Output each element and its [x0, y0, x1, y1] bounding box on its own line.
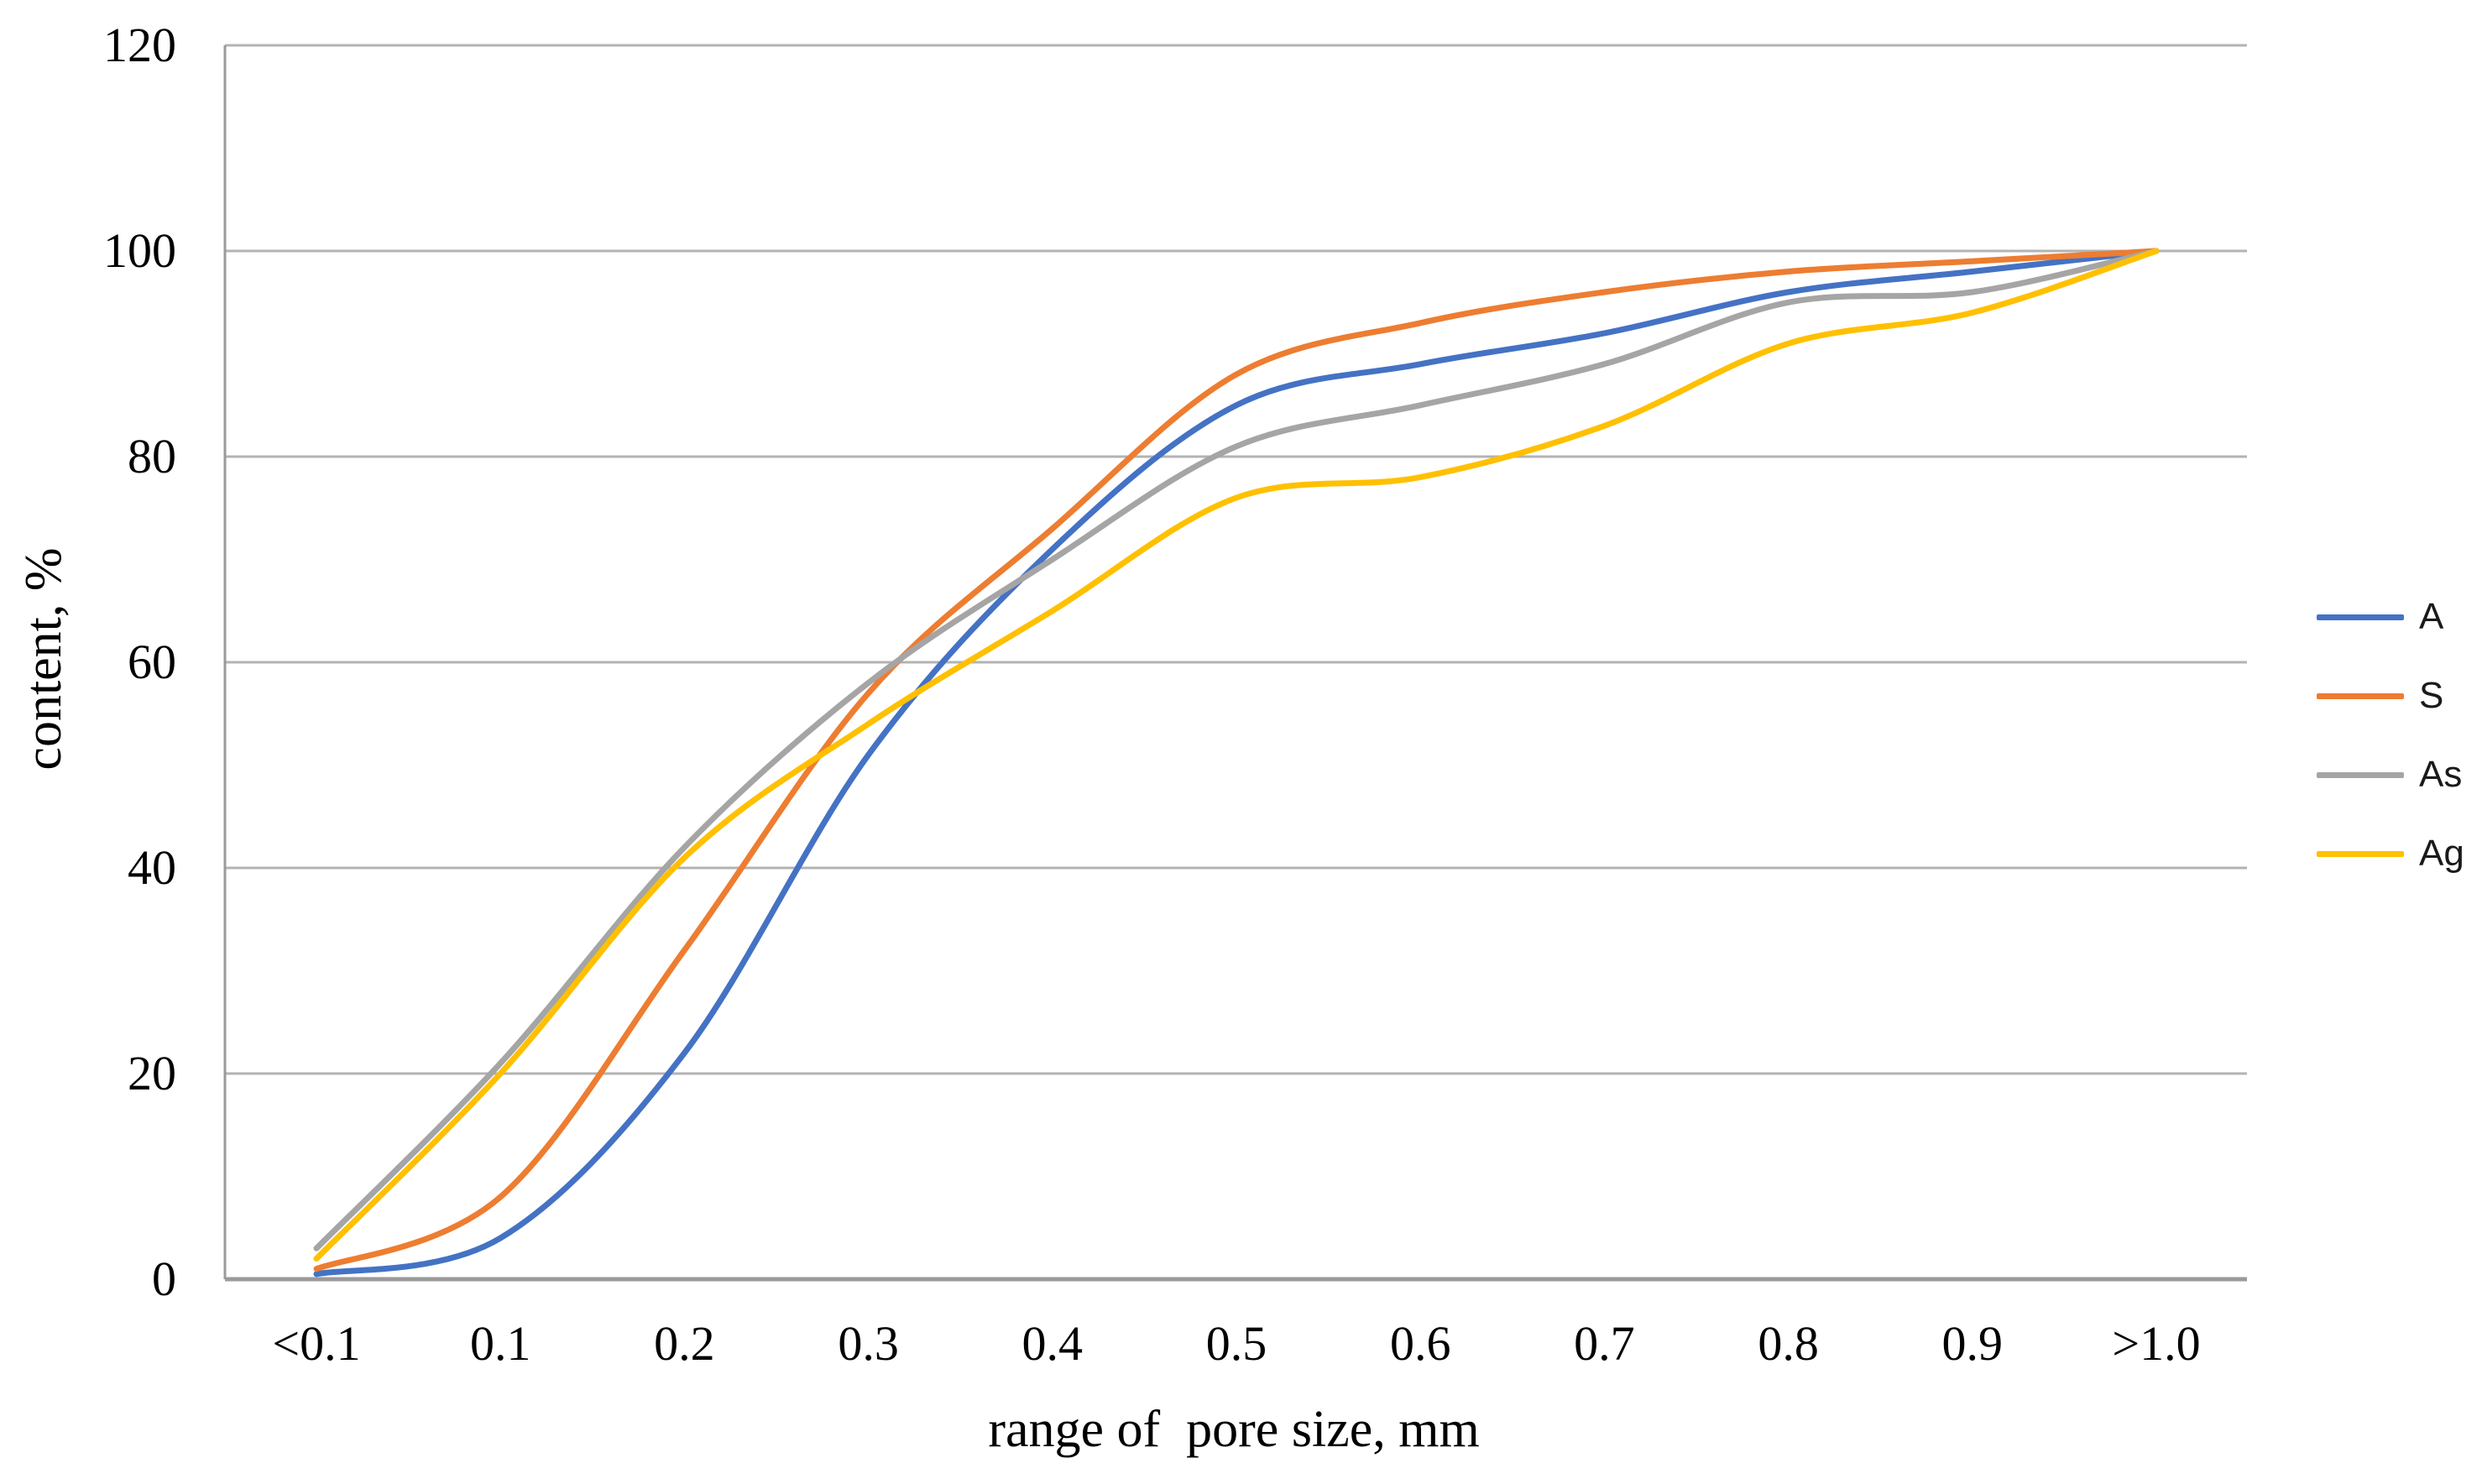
legend-item-A: A [2317, 593, 2443, 640]
y-tick-label-0: 0 [152, 1251, 176, 1306]
x-tick-label-8: 0.8 [1758, 1316, 1819, 1371]
y-tick-label-80: 80 [128, 429, 176, 483]
x-tick-label-2: 0.2 [654, 1316, 715, 1371]
legend-swatch-S [2317, 692, 2404, 699]
y-tick-label-20: 20 [128, 1046, 176, 1100]
y-tick-label-60: 60 [128, 635, 176, 689]
y-tick-label-40: 40 [128, 840, 176, 895]
y-tick-label-120: 120 [103, 18, 176, 72]
series-line-S [313, 248, 2160, 1272]
y-axis-title: content, % [15, 547, 72, 771]
x-tick-label-9: 0.9 [1941, 1316, 2004, 1371]
x-tick-label-7: 0.7 [1574, 1316, 1635, 1371]
legend-label-S: S [2419, 675, 2444, 716]
legend-swatch-A [2317, 614, 2404, 620]
legend-swatch-As [2317, 771, 2404, 778]
legend-item-S: S [2317, 672, 2443, 719]
legend-label-A: A [2419, 596, 2444, 637]
x-tick-label-3: 0.3 [838, 1316, 899, 1371]
legend-swatch-Ag [2317, 850, 2404, 857]
x-tick-label-10: >1.0 [2112, 1316, 2201, 1371]
legend-item-Ag: Ag [2317, 830, 2464, 877]
x-tick-label-4: 0.4 [1022, 1316, 1084, 1371]
series-line-Ag [313, 248, 2160, 1262]
x-axis-title: range of pore size, mm [988, 1401, 1480, 1458]
legend-item-As: As [2317, 751, 2462, 798]
legend-label-As: As [2419, 754, 2463, 795]
series-line-A [313, 248, 2160, 1278]
y-tick-label-100: 100 [103, 223, 176, 278]
x-tick-label-6: 0.6 [1389, 1316, 1451, 1371]
legend-label-Ag: Ag [2419, 833, 2464, 874]
series-line-As [313, 248, 2160, 1251]
x-tick-label-1: 0.1 [469, 1316, 531, 1371]
x-tick-label-5: 0.5 [1205, 1316, 1267, 1371]
x-tick-label-0: <0.1 [272, 1316, 361, 1371]
